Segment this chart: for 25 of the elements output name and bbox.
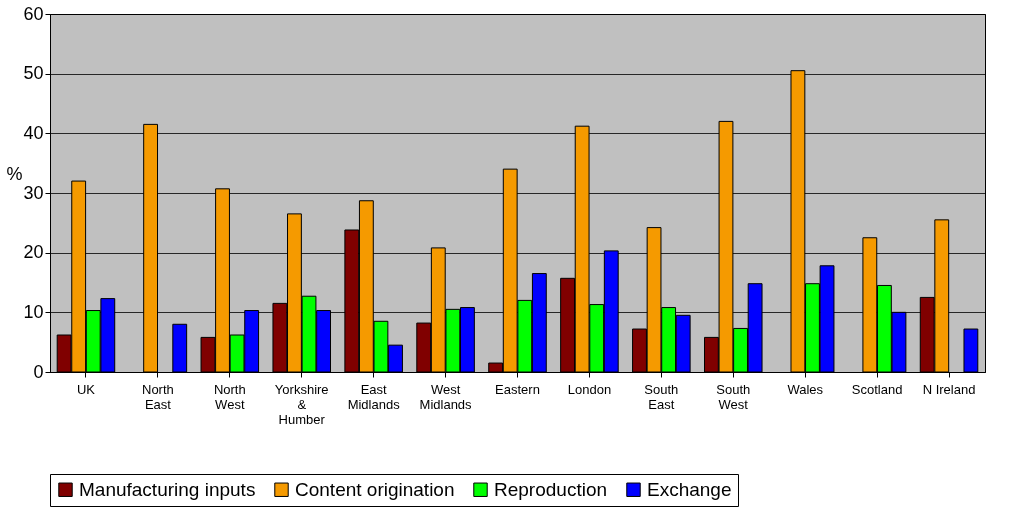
x-tick-label: UK	[76, 381, 96, 397]
legend-label: Exchange	[647, 478, 732, 500]
y-tick-label: 30	[23, 182, 44, 203]
legend-label: Manufacturing inputs	[79, 478, 256, 500]
x-tick-label: London	[567, 381, 612, 397]
x-tick-label: West Midlands	[419, 381, 473, 412]
legend-label: Reproduction	[494, 478, 608, 500]
x-tick-label: N Ireland	[922, 381, 976, 397]
x-tick-label: North East	[141, 381, 174, 412]
x-tick-label: Eastern	[495, 381, 540, 397]
y-tick-label: 50	[23, 63, 44, 84]
x-tick-label: Yorkshire & Humber	[274, 381, 329, 427]
y-tick-label: 20	[23, 242, 44, 263]
y-tick-label: 60	[23, 3, 44, 24]
x-tick-label: South East	[644, 381, 679, 412]
x-tick-label: South West	[716, 381, 751, 412]
y-axis-title: %	[6, 163, 23, 184]
legend-label: Content origination	[295, 478, 455, 500]
x-tick-label: Wales	[787, 381, 824, 397]
x-tick-label: Scotland	[851, 381, 903, 397]
x-tick-label: East Midlands	[347, 381, 401, 412]
x-tick-label: North West	[213, 381, 246, 412]
y-tick-label: 0	[33, 361, 44, 382]
y-tick-label: 40	[23, 122, 44, 143]
y-tick-label: 10	[23, 301, 44, 322]
